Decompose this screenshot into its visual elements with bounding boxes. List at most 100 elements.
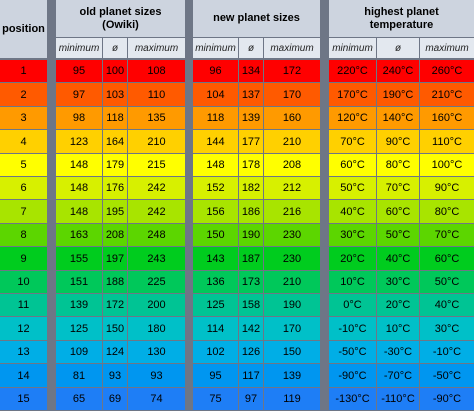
position-cell: 13: [0, 341, 47, 363]
temp-value-cell: 80°C: [377, 154, 419, 176]
temp-value-cell: -130°C: [329, 388, 376, 410]
new-value-cell: 136: [193, 271, 238, 293]
subheader-temp-average: ø: [377, 38, 419, 58]
new-value-cell: 144: [193, 130, 238, 153]
new-value-cell: 119: [264, 388, 320, 410]
old-value-cell: 188: [103, 271, 127, 293]
temp-value-cell: 70°C: [377, 177, 419, 199]
new-value-cell: 118: [193, 107, 238, 129]
old-value-cell: 139: [56, 294, 102, 316]
new-value-cell: 104: [193, 83, 238, 106]
new-value-cell: 160: [264, 107, 320, 129]
temp-value-cell: -50°C: [329, 341, 376, 363]
temp-value-cell: 40°C: [329, 200, 376, 223]
temp-value-cell: 80°C: [420, 200, 474, 223]
temp-value-cell: -110°C: [377, 388, 419, 410]
old-value-cell: 248: [128, 224, 185, 246]
old-value-cell: 155: [56, 247, 102, 270]
new-value-cell: 126: [239, 341, 263, 363]
temp-value-cell: 70°C: [420, 224, 474, 246]
old-value-cell: 148: [56, 177, 102, 199]
temp-value-cell: 50°C: [377, 224, 419, 246]
position-cell: 12: [0, 317, 47, 340]
new-value-cell: 186: [239, 200, 263, 223]
temp-value-cell: 90°C: [420, 177, 474, 199]
subheader-old-minimum: minimum: [56, 38, 102, 58]
temp-value-cell: -90°C: [420, 388, 474, 410]
temp-value-cell: 90°C: [377, 130, 419, 153]
old-value-cell: 164: [103, 130, 127, 153]
position-cell: 8: [0, 224, 47, 246]
new-value-cell: 158: [239, 294, 263, 316]
subheader-old-maximum: maximum: [128, 38, 185, 58]
temp-value-cell: 70°C: [329, 130, 376, 153]
new-value-cell: 170: [264, 83, 320, 106]
new-value-cell: 170: [264, 317, 320, 340]
position-cell: 3: [0, 107, 47, 129]
header-new-planet-sizes: new planet sizes: [193, 0, 320, 37]
new-value-cell: 156: [193, 200, 238, 223]
temp-value-cell: 30°C: [329, 224, 376, 246]
position-cell: 14: [0, 364, 47, 387]
old-value-cell: 98: [56, 107, 102, 129]
new-value-cell: 139: [239, 107, 263, 129]
temp-value-cell: 240°C: [377, 60, 419, 82]
new-value-cell: 152: [193, 177, 238, 199]
old-value-cell: 65: [56, 388, 102, 410]
temp-value-cell: 260°C: [420, 60, 474, 82]
old-value-cell: 210: [128, 130, 185, 153]
temp-value-cell: -10°C: [420, 341, 474, 363]
subheader-temp-minimum: minimum: [329, 38, 376, 58]
header-highest-planet-temperature: highest planet temperature: [329, 0, 474, 37]
position-cell: 6: [0, 177, 47, 199]
temp-value-cell: 40°C: [377, 247, 419, 270]
new-value-cell: 95: [193, 364, 238, 387]
new-value-cell: 230: [264, 247, 320, 270]
old-value-cell: 225: [128, 271, 185, 293]
new-value-cell: 142: [239, 317, 263, 340]
temp-value-cell: 10°C: [377, 317, 419, 340]
old-value-cell: 123: [56, 130, 102, 153]
subheader-new-minimum: minimum: [193, 38, 238, 58]
new-value-cell: 190: [264, 294, 320, 316]
old-value-cell: 93: [103, 364, 127, 387]
temp-value-cell: 10°C: [329, 271, 376, 293]
temp-value-cell: -10°C: [329, 317, 376, 340]
new-value-cell: 148: [193, 154, 238, 176]
new-value-cell: 182: [239, 177, 263, 199]
temp-value-cell: 160°C: [420, 107, 474, 129]
new-value-cell: 75: [193, 388, 238, 410]
temp-value-cell: -50°C: [420, 364, 474, 387]
temp-value-cell: 120°C: [329, 107, 376, 129]
temp-value-cell: 20°C: [377, 294, 419, 316]
old-value-cell: 150: [103, 317, 127, 340]
position-cell: 2: [0, 83, 47, 106]
position-cell: 11: [0, 294, 47, 316]
old-value-cell: 242: [128, 177, 185, 199]
old-value-cell: 208: [103, 224, 127, 246]
new-value-cell: 125: [193, 294, 238, 316]
temp-value-cell: 170°C: [329, 83, 376, 106]
new-value-cell: 102: [193, 341, 238, 363]
temp-value-cell: 60°C: [420, 247, 474, 270]
subheader-temp-maximum: maximum: [420, 38, 474, 58]
old-value-cell: 93: [128, 364, 185, 387]
temp-value-cell: 100°C: [420, 154, 474, 176]
new-value-cell: 150: [264, 341, 320, 363]
old-value-cell: 197: [103, 247, 127, 270]
position-cell: 5: [0, 154, 47, 176]
temp-value-cell: 0°C: [329, 294, 376, 316]
temp-value-cell: 60°C: [329, 154, 376, 176]
new-value-cell: 212: [264, 177, 320, 199]
temp-value-cell: 20°C: [329, 247, 376, 270]
new-value-cell: 114: [193, 317, 238, 340]
temp-value-cell: 30°C: [377, 271, 419, 293]
new-value-cell: 216: [264, 200, 320, 223]
old-value-cell: 74: [128, 388, 185, 410]
old-value-cell: 163: [56, 224, 102, 246]
old-value-cell: 109: [56, 341, 102, 363]
header-old-planet-sizes: old planet sizes (Owiki): [56, 0, 185, 37]
new-value-cell: 150: [193, 224, 238, 246]
new-value-cell: 96: [193, 60, 238, 82]
old-value-cell: 148: [56, 154, 102, 176]
